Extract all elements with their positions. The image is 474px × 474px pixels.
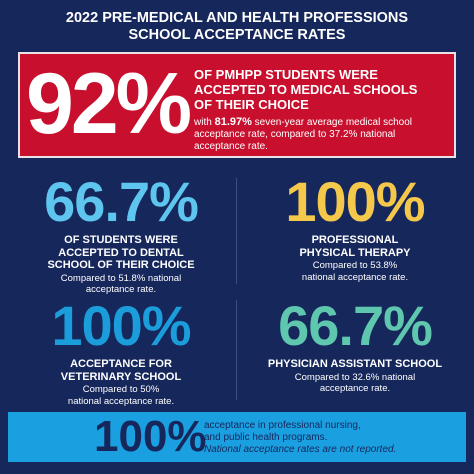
note-line: Compared to 51.8% national [60,272,182,284]
highlight-detail: with 81.97% seven-year average medical s… [194,116,434,153]
title-line: SCHOOL ACCEPTANCE RATES [128,27,346,43]
label-line: SCHOOL OF THEIR CHOICE [47,259,195,271]
note-line: Compared to 32.6% national [294,371,416,383]
stat-number: 66.7% [44,170,199,233]
footer-line: and public health programs. [204,432,328,443]
title: 2022 PRE-MEDICAL AND HEALTH PROFESSIONS … [0,10,474,44]
label-line: PHYSICAL THERAPY [299,246,411,259]
stat-cell: 66.7% OF STUDENTS WERE ACCEPTED TO DENTAL S… [6,172,236,296]
note-line: national acceptance rate. [301,271,409,283]
note-line: Compared to 53.8% [312,260,398,271]
stat-note: Compared to 50% national acceptance rate. [6,384,236,407]
note-line: Compared to 50% [82,384,160,395]
detail-prefix: with [194,117,212,128]
footer-text: acceptance in professional nursing, and … [204,420,396,456]
divider [236,300,237,400]
title-line: 2022 PRE-MEDICAL AND HEALTH PROFESSIONS [65,10,409,26]
headline-line: ACCEPTED TO MEDICAL SCHOOLS [194,82,418,97]
detail-text: seven-year average medical school accept… [194,117,412,152]
highlight-headline: OF PMHPP STUDENTS WERE ACCEPTED TO MEDIC… [194,67,417,112]
stat-number: 100% [51,294,191,357]
label-line: VETERINARY SCHOOL [60,370,182,383]
stat-cell: 100% PROFESSIONAL PHYSICAL THERAPY Compared… [240,172,470,283]
stat-label: OF STUDENTS WERE ACCEPTED TO DENTAL SCHOOL… [6,234,236,272]
label-line: PHYSICIAN ASSISTANT SCHOOL [267,358,443,370]
stat-number: 100% [285,170,425,233]
headline-line: OF PMHPP STUDENTS WERE [194,67,378,82]
note-line: acceptance rate. [85,284,157,295]
stat-note: Compared to 32.6% national acceptance rat… [240,372,470,395]
stat-number: 66.7% [278,294,433,357]
footer-line: acceptance in professional nursing, [204,420,361,431]
label-line: OF STUDENTS WERE [64,234,178,246]
footer-box: 100% acceptance in professional nursing,… [8,412,466,462]
stat-cell: 100% ACCEPTANCE FOR VETERINARY SCHOOL Compa… [6,296,236,407]
label-line: ACCEPTED TO DENTAL [58,246,184,259]
detail-stat: 81.97% [214,116,252,128]
highlight-box [18,52,456,158]
footer-stat: 100% [94,412,207,461]
divider [236,178,237,284]
stat-cell: 66.7% PHYSICIAN ASSISTANT SCHOOL Compared … [240,296,470,395]
footer-note: National acceptance rates are not report… [204,444,397,455]
stat-note: Compared to 53.8% national acceptance rat… [240,260,470,283]
stat-note: Compared to 51.8% national acceptance rat… [6,273,236,296]
stat-label: PROFESSIONAL PHYSICAL THERAPY [240,234,470,259]
label-line: ACCEPTANCE FOR [70,358,172,370]
note-line: acceptance rate. [319,383,391,394]
stat-label: ACCEPTANCE FOR VETERINARY SCHOOL [6,358,236,383]
note-line: national acceptance rate. [67,395,175,407]
headline-line: OF THEIR CHOICE [194,97,309,112]
label-line: PROFESSIONAL [311,234,399,246]
stat-label: PHYSICIAN ASSISTANT SCHOOL [240,358,470,371]
highlight-stat: 92% [26,56,192,152]
